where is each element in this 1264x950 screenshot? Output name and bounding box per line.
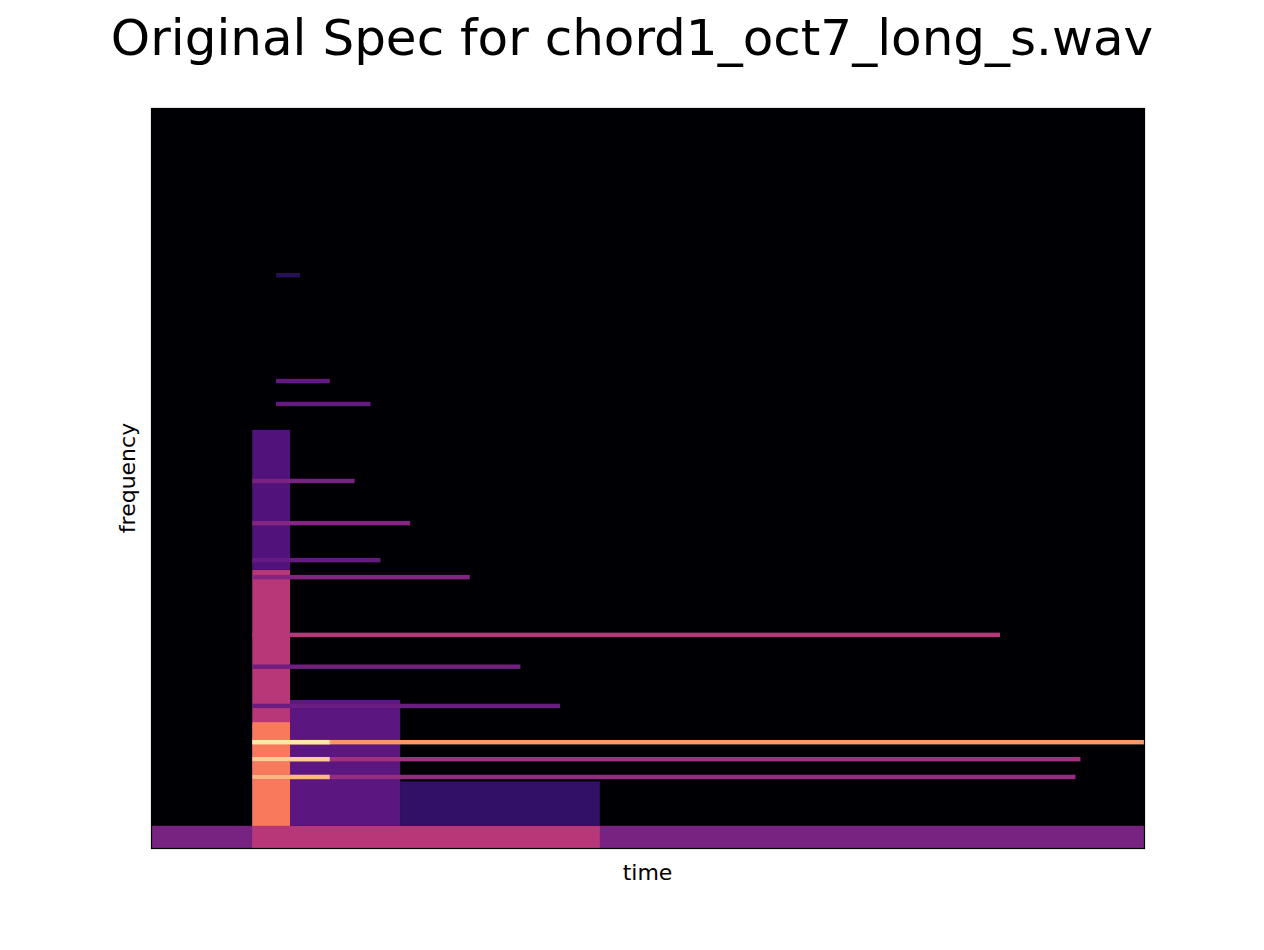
svg-text:time: time: [623, 860, 673, 885]
svg-text:frequency: frequency: [115, 423, 140, 533]
html-text:Original Spec for chord1_oct7_: Original Spec for chord1_oct7_long_s.wav: [110, 9, 1154, 67]
